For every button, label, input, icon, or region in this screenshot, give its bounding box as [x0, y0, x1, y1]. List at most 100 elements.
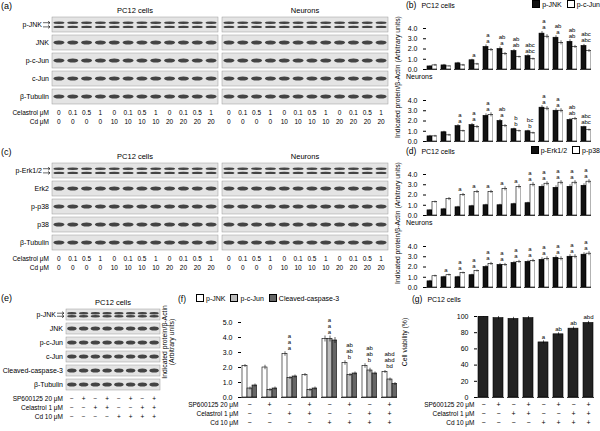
svg-text:a: a	[288, 345, 292, 351]
svg-text:40: 40	[461, 361, 469, 368]
svg-text:−: −	[526, 419, 530, 426]
svg-text:a: a	[542, 175, 546, 181]
svg-text:0.0: 0.0	[408, 138, 418, 145]
svg-text:−: −	[140, 395, 144, 402]
svg-text:a: a	[514, 253, 518, 259]
svg-text:JNK: JNK	[50, 325, 64, 332]
svg-text:0: 0	[57, 255, 61, 262]
svg-text:−: −	[117, 395, 121, 402]
svg-text:1: 1	[379, 255, 383, 262]
svg-text:0.5: 0.5	[137, 255, 146, 262]
svg-text:Celastrol 1 μM: Celastrol 1 μM	[196, 410, 238, 418]
svg-text:p-JNK: p-JNK	[37, 311, 57, 319]
svg-text:−: −	[267, 419, 271, 426]
svg-text:−: −	[247, 401, 251, 408]
svg-text:a: a	[458, 118, 462, 124]
svg-text:a: a	[542, 18, 546, 24]
svg-text:a: a	[328, 329, 332, 335]
svg-text:3.0: 3.0	[408, 253, 418, 260]
svg-text:10: 10	[281, 118, 289, 125]
svg-text:(c): (c)	[1, 147, 12, 157]
svg-text:0: 0	[255, 264, 259, 271]
svg-text:JNK: JNK	[36, 39, 50, 46]
svg-text:a: a	[486, 106, 490, 112]
svg-text:0: 0	[168, 255, 172, 262]
svg-text:+: +	[129, 413, 133, 420]
svg-text:b: b	[528, 123, 532, 129]
svg-text:a: a	[542, 169, 546, 175]
svg-text:0.5: 0.5	[252, 255, 261, 262]
svg-text:a: a	[556, 102, 560, 108]
svg-text:a: a	[472, 263, 476, 269]
svg-text:0.1: 0.1	[68, 255, 77, 262]
svg-text:−: −	[247, 410, 251, 417]
svg-text:−: −	[511, 401, 515, 408]
svg-text:a: a	[288, 339, 292, 345]
svg-text:0: 0	[227, 109, 231, 116]
svg-text:20: 20	[180, 118, 188, 125]
svg-text:−: −	[541, 401, 545, 408]
svg-text:+: +	[267, 401, 271, 408]
svg-text:+: +	[571, 410, 575, 417]
svg-text:Neurons: Neurons	[291, 152, 320, 161]
svg-text:a: a	[500, 112, 504, 118]
svg-text:SP600125 20 μM: SP600125 20 μM	[424, 401, 474, 409]
svg-text:p-c-Jun: p-c-Jun	[26, 57, 49, 65]
svg-text:+: +	[586, 419, 590, 426]
svg-text:0.1: 0.1	[179, 109, 188, 116]
svg-text:0.5: 0.5	[82, 255, 91, 262]
svg-text:0: 0	[241, 118, 245, 125]
svg-text:1: 1	[209, 109, 213, 116]
svg-text:+: +	[387, 419, 391, 426]
svg-text:10: 10	[152, 264, 160, 271]
svg-text:−: −	[287, 419, 291, 426]
svg-text:(e): (e)	[1, 293, 12, 303]
svg-text:a: a	[584, 173, 588, 179]
svg-text:2.0: 2.0	[223, 364, 233, 371]
svg-text:+: +	[105, 395, 109, 402]
svg-text:ab: ab	[569, 27, 576, 33]
svg-text:β-Tubulin: β-Tubulin	[34, 381, 63, 389]
svg-text:a: a	[328, 317, 332, 323]
svg-text:−: −	[70, 413, 74, 420]
svg-text:0: 0	[255, 118, 259, 125]
svg-text:−: −	[247, 419, 251, 426]
svg-text:0: 0	[71, 118, 75, 125]
svg-text:0.5: 0.5	[252, 109, 261, 116]
svg-text:a: a	[528, 246, 532, 252]
svg-text:0.1: 0.1	[349, 109, 358, 116]
svg-text:−: −	[481, 401, 485, 408]
svg-text:0: 0	[99, 264, 103, 271]
svg-text:0.5: 0.5	[193, 255, 202, 262]
svg-text:a: a	[486, 38, 490, 44]
svg-text:−: −	[82, 413, 86, 420]
svg-text:20: 20	[207, 118, 215, 125]
svg-text:a: a	[472, 183, 476, 189]
svg-text:1: 1	[324, 109, 328, 116]
svg-text:Cd μM: Cd μM	[30, 118, 49, 126]
svg-text:−: −	[481, 410, 485, 417]
svg-text:abc: abc	[525, 48, 535, 54]
svg-text:b: b	[348, 354, 352, 360]
svg-text:abd: abd	[583, 314, 593, 320]
svg-text:0: 0	[57, 264, 61, 271]
svg-text:10: 10	[281, 264, 289, 271]
svg-text:+: +	[152, 395, 156, 402]
svg-text:1: 1	[209, 255, 213, 262]
svg-text:10: 10	[294, 264, 302, 271]
svg-text:3.0: 3.0	[408, 181, 418, 188]
svg-text:20: 20	[377, 264, 385, 271]
svg-text:0: 0	[227, 264, 231, 271]
svg-text:Celastrol μM: Celastrol μM	[12, 255, 49, 263]
svg-text:0: 0	[85, 264, 89, 271]
svg-text:abc: abc	[581, 31, 591, 37]
svg-text:1: 1	[99, 255, 103, 262]
svg-text:0.0: 0.0	[408, 284, 418, 291]
svg-text:a: a	[472, 110, 476, 116]
svg-text:ab: ab	[570, 320, 577, 326]
svg-text:−: −	[307, 419, 311, 426]
svg-text:0.1: 0.1	[124, 109, 133, 116]
svg-text:0.5: 0.5	[363, 109, 372, 116]
svg-text:a: a	[528, 170, 532, 176]
svg-text:a: a	[458, 186, 462, 192]
